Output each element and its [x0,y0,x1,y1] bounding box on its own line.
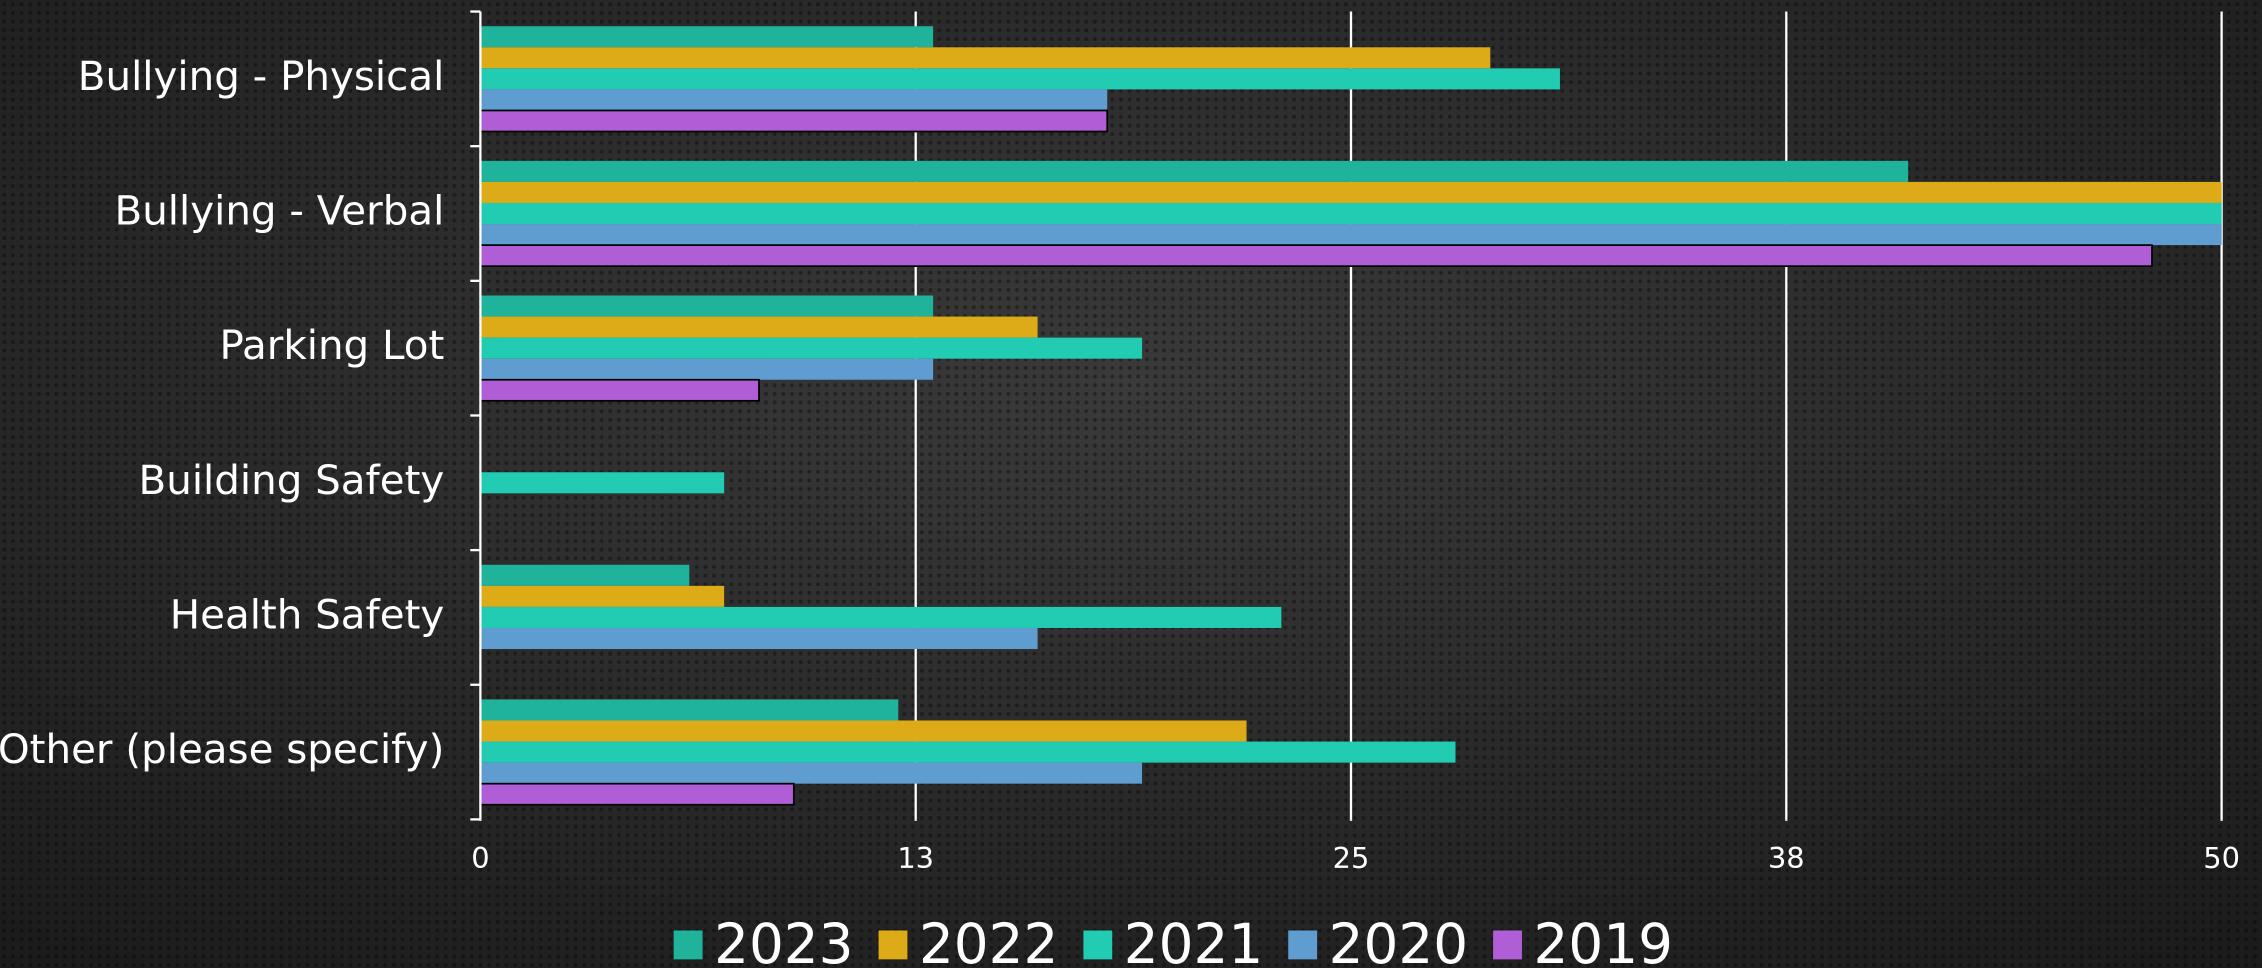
bar [480,224,2222,246]
x-tick-label: 0 [471,841,489,875]
y-tick-label: Parking Lot [219,322,444,369]
y-tick-label: Other (please specify) [0,726,444,773]
legend-label: 2022 [919,912,1058,968]
bar [480,720,1247,742]
bar [480,762,1143,784]
bar [479,109,1109,133]
bar [480,202,2222,225]
legend-swatch [1083,930,1113,960]
x-tick-label: 38 [1768,841,1805,875]
legend-label: 2019 [1533,912,1672,968]
bar [480,741,1456,763]
y-tick-label: Health Safety [170,591,445,638]
legend-label: 2023 [714,912,853,968]
bar [480,627,1038,650]
legend-swatch [1288,930,1318,960]
legend-label: 2021 [1124,912,1263,968]
legend-swatch [1493,930,1522,960]
bar [480,295,934,317]
x-tick-label: 25 [1333,841,1370,875]
bar [480,68,1560,90]
bar [480,699,899,721]
bar [480,358,934,380]
bar [480,181,2222,203]
bar [480,89,1108,111]
bar [480,47,1491,69]
legend-label: 2020 [1329,912,1468,968]
x-tick-label: 13 [897,841,934,875]
legend-swatch [878,930,908,960]
bar [480,585,725,607]
legend-swatch [673,930,703,960]
bar [480,472,725,494]
x-tick-label: 50 [2203,841,2240,875]
bar [480,160,1909,182]
bar [480,564,690,586]
bar [479,782,795,806]
bar [480,606,1282,628]
bar [480,337,1143,359]
y-tick-label: Bullying - Verbal [115,188,445,235]
bar [479,378,760,402]
bar [480,26,934,48]
y-tick-label: Building Safety [139,457,445,504]
bar [480,316,1038,338]
bar [479,244,2153,268]
y-tick-label: Bullying - Physical [78,53,445,100]
